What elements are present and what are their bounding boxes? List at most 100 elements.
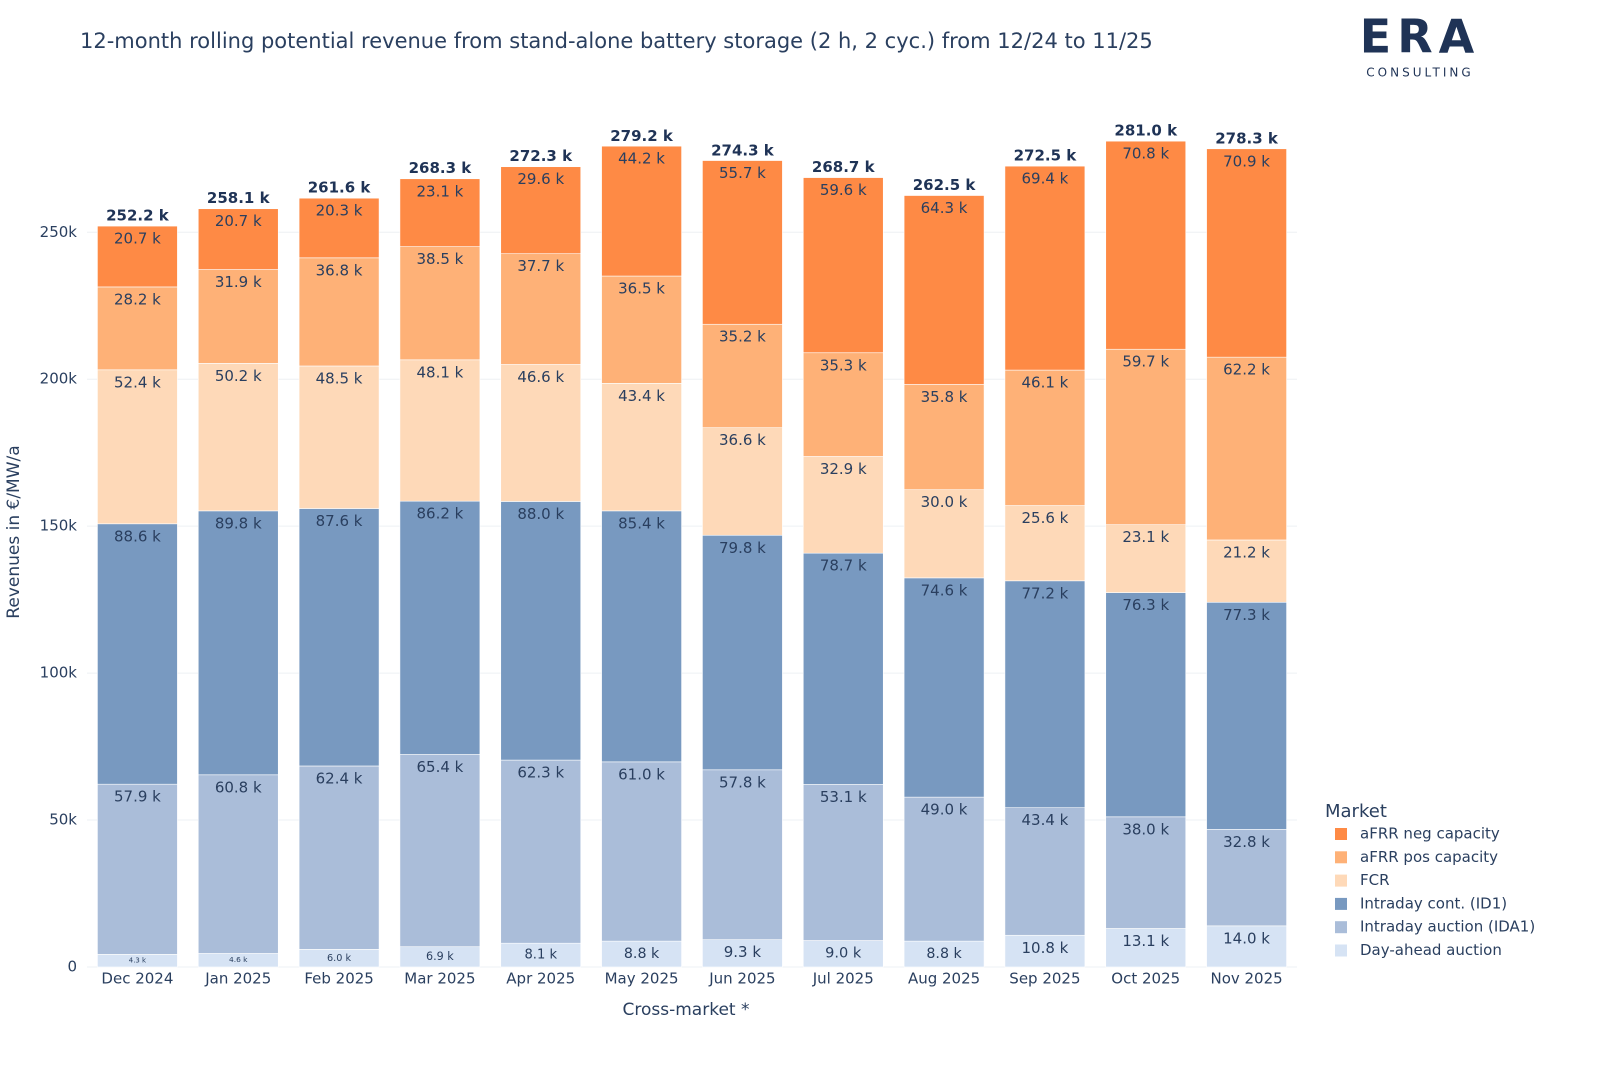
bar-segment [399, 359, 481, 502]
data-label: 13.1 k [1122, 932, 1169, 950]
legend-label: Intraday auction (IDA1) [1360, 918, 1535, 936]
data-label: 35.2 k [719, 328, 766, 346]
data-label: 57.8 k [719, 773, 766, 791]
data-label: 29.6 k [517, 170, 564, 188]
legend-swatch[interactable] [1335, 897, 1347, 910]
data-label: 32.8 k [1223, 833, 1270, 851]
data-label: 44.2 k [618, 150, 665, 168]
bar-segment [1004, 369, 1086, 506]
data-label: 69.4 k [1021, 170, 1068, 188]
legend-swatch[interactable] [1335, 944, 1347, 957]
bar-segment [903, 940, 985, 968]
data-label: 65.4 k [416, 758, 463, 776]
bar-segment [500, 166, 582, 255]
bar-segment [399, 500, 481, 755]
data-label: 43.4 k [1021, 811, 1068, 829]
data-label: 6.9 k [426, 950, 454, 963]
total-label: 272.5 k [1014, 147, 1078, 165]
y-tick-label: 100k [40, 664, 78, 682]
y-axis-title: Revenues in €/MW/a [4, 445, 24, 618]
x-tick-label: Jun 2025 [708, 970, 775, 988]
total-label: 272.3 k [509, 147, 573, 165]
data-label: 37.7 k [517, 257, 564, 275]
bar-segment [702, 534, 783, 771]
total-label: 258.1 k [207, 189, 271, 207]
total-label: 252.2 k [106, 206, 170, 224]
data-label: 25.6 k [1021, 509, 1068, 527]
legend-title: Market [1325, 801, 1387, 822]
bar-segment [197, 510, 279, 776]
bar-segment [97, 783, 178, 955]
data-label: 87.6 k [316, 512, 363, 530]
data-label: 70.9 k [1223, 152, 1270, 170]
legend-swatch[interactable] [1335, 874, 1347, 887]
y-tick-label: 200k [40, 370, 78, 388]
bar-segment [802, 940, 884, 968]
total-label: 278.3 k [1215, 130, 1279, 148]
data-label: 14.0 k [1223, 929, 1270, 947]
bar-segment [1206, 539, 1287, 603]
bar-segment [1105, 348, 1187, 525]
data-label: 6.0 k [327, 953, 351, 964]
bar-segment [601, 940, 682, 968]
x-tick-label: May 2025 [605, 970, 679, 988]
data-label: 76.3 k [1122, 596, 1169, 614]
y-tick-label: 150k [40, 517, 78, 535]
bar-segment [399, 178, 481, 247]
data-label: 59.7 k [1122, 353, 1169, 371]
legend-label: aFRR pos capacity [1360, 848, 1498, 866]
bar-segment [197, 208, 279, 270]
data-label: 48.5 k [316, 369, 363, 387]
data-label: 10.8 k [1021, 939, 1068, 957]
x-tick-label: Aug 2025 [908, 970, 980, 988]
data-label: 36.8 k [316, 261, 363, 279]
bar-segment [1105, 816, 1187, 929]
data-label: 43.4 k [618, 387, 665, 405]
bar-segment [500, 253, 582, 365]
bar-segment [601, 145, 682, 277]
chart-title: 12-month rolling potential revenue from … [80, 29, 1153, 53]
bar-segment [1206, 925, 1287, 968]
bar-segment [500, 501, 582, 761]
data-label: 50.2 k [215, 367, 262, 385]
data-label: 88.0 k [517, 505, 564, 523]
legend-swatch[interactable] [1335, 828, 1347, 840]
data-label: 35.8 k [921, 388, 968, 406]
logo-subtitle: CONSULTING [1366, 66, 1473, 80]
x-tick-label: Jul 2025 [812, 970, 874, 988]
bar-segment [1206, 829, 1287, 927]
bar-segment [1004, 165, 1086, 371]
data-label: 85.4 k [618, 514, 665, 532]
data-label: 4.3 k [129, 957, 146, 965]
data-label: 62.2 k [1223, 361, 1270, 379]
bar-segment [702, 939, 783, 968]
legend-label: Intraday cont. (ID1) [1360, 894, 1507, 912]
bar-segment [399, 754, 481, 948]
data-label: 38.5 k [416, 250, 463, 268]
legend-swatch[interactable] [1335, 851, 1347, 864]
bar-segment [802, 456, 884, 554]
data-label: 30.0 k [921, 493, 968, 511]
x-tick-label: Dec 2024 [101, 970, 173, 988]
bar-segment [1004, 580, 1086, 809]
legend-swatch[interactable] [1335, 921, 1347, 934]
bar-segment [802, 552, 884, 785]
bar-segment [1206, 356, 1287, 541]
bar-segment [97, 523, 178, 785]
data-label: 21.2 k [1223, 543, 1270, 561]
bar-segment [399, 246, 481, 361]
x-tick-label: Mar 2025 [404, 970, 475, 988]
bar-segment [500, 364, 582, 502]
bar-segment [903, 195, 985, 385]
bar-segment [802, 784, 884, 941]
y-tick-label: 250k [40, 223, 78, 241]
bar-segment [97, 286, 178, 371]
bar-segment [702, 323, 783, 428]
data-label: 8.8 k [624, 946, 660, 962]
data-label: 74.6 k [921, 581, 968, 599]
data-label: 70.8 k [1122, 145, 1169, 163]
legend-label: FCR [1360, 871, 1390, 889]
x-tick-label: Sep 2025 [1009, 970, 1080, 988]
legend-label: aFRR neg capacity [1360, 825, 1500, 843]
